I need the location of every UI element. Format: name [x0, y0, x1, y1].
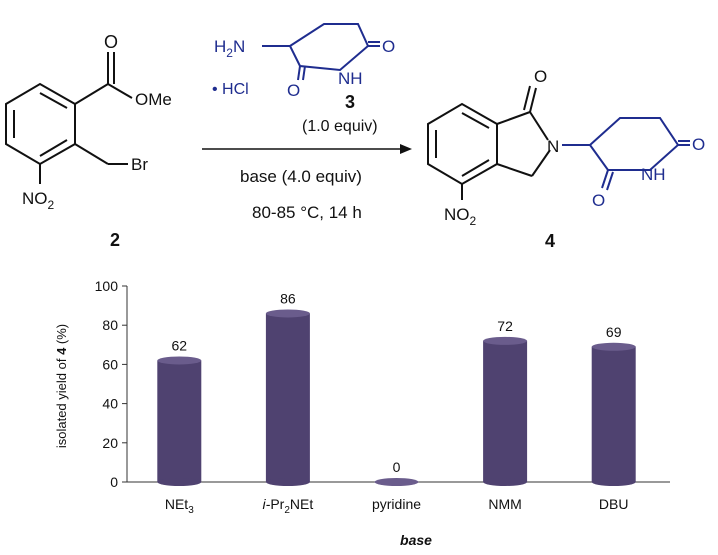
- reagent-3-structure: [262, 23, 380, 81]
- y-tick-label: 80: [102, 317, 118, 333]
- reagent-3-carbonyl-o-bottom: O: [287, 81, 300, 100]
- bar-body: [591, 346, 636, 482]
- value-label: 0: [393, 459, 401, 475]
- value-labels: 62 86 0 72 69: [172, 290, 622, 475]
- bars: [157, 309, 636, 486]
- y-axis-label: isolated yield of 4 (%): [54, 324, 69, 448]
- x-tick-label: NEt3: [165, 496, 194, 516]
- compound-2-nitro: NO2: [22, 189, 55, 212]
- x-tick-label: i-Pr2NEt: [263, 496, 314, 516]
- product-4-number: 4: [545, 231, 555, 251]
- compound-2-carbonyl-o: O: [104, 32, 118, 52]
- reagent-3-carbonyl-o-top: O: [382, 37, 395, 56]
- product-4-structure: [427, 85, 551, 200]
- bar-base: [483, 478, 528, 486]
- y-tick-label: 60: [102, 356, 118, 372]
- compound-2-ester-label: OMe: [135, 90, 172, 109]
- product-4-imide-o-bottom: O: [592, 191, 605, 210]
- product-4-ring-n: N: [547, 137, 559, 156]
- value-label: 69: [606, 324, 622, 340]
- bar-top: [483, 336, 528, 345]
- bar-base: [591, 478, 636, 486]
- value-label: 86: [280, 290, 296, 306]
- value-label: 72: [497, 318, 513, 334]
- y-axis-title: isolated yield of 4 (%): [54, 324, 69, 448]
- y-tick-label: 40: [102, 396, 118, 412]
- reagent-3-equiv: (1.0 equiv): [302, 118, 378, 135]
- y-tick-label: 20: [102, 435, 118, 451]
- x-axis-label: base: [400, 532, 432, 548]
- product-4-nitro: NO2: [444, 205, 477, 228]
- bar: [157, 356, 202, 486]
- bar-body: [265, 313, 310, 482]
- x-tick-label: pyridine: [372, 496, 421, 512]
- bar-top: [591, 342, 636, 351]
- bar: [374, 478, 419, 486]
- reagent-3-number: 3: [345, 92, 355, 112]
- compound-2-structure: [5, 52, 133, 184]
- bar: [265, 309, 310, 486]
- bar-top: [265, 309, 310, 318]
- reagent-3-salt: • HCl: [212, 81, 249, 98]
- value-label: 62: [172, 337, 188, 353]
- reagent-3-imide-nh: NH: [338, 69, 363, 88]
- product-4-glutarimide: [562, 117, 690, 191]
- y-axis: 0 20 40 60 80 100: [95, 278, 128, 490]
- bar-top: [157, 356, 202, 365]
- bar-base: [265, 478, 310, 486]
- bar-body: [483, 340, 528, 482]
- product-4-carbonyl-o: O: [534, 67, 547, 86]
- compound-2-halide: Br: [131, 155, 148, 174]
- bar-base: [157, 478, 202, 486]
- x-tick-label: DBU: [599, 496, 629, 512]
- y-tick-label: 100: [95, 278, 119, 294]
- bar: [591, 342, 636, 486]
- reaction-scheme: O OMe Br NO2 2 H2N • HCl O NH O 3 (1.0 e…: [5, 23, 705, 251]
- x-tick-labels: NEt3 i-Pr2NEt pyridine NMM DBU: [165, 496, 629, 516]
- conditions-base: base (4.0 equiv): [240, 167, 362, 186]
- reagent-3-amine: H2N: [214, 37, 245, 60]
- bar: [483, 336, 528, 486]
- y-tick-label: 0: [110, 474, 118, 490]
- reaction-arrow: [202, 144, 412, 154]
- product-4-imide-o-right: O: [692, 135, 705, 154]
- compound-2-number: 2: [110, 230, 120, 250]
- bar-body: [157, 360, 202, 482]
- conditions-temp-time: 80-85 °C, 14 h: [252, 203, 362, 222]
- bar-top: [374, 478, 419, 486]
- x-tick-label: NMM: [488, 496, 521, 512]
- product-4-imide-nh: NH: [641, 165, 666, 184]
